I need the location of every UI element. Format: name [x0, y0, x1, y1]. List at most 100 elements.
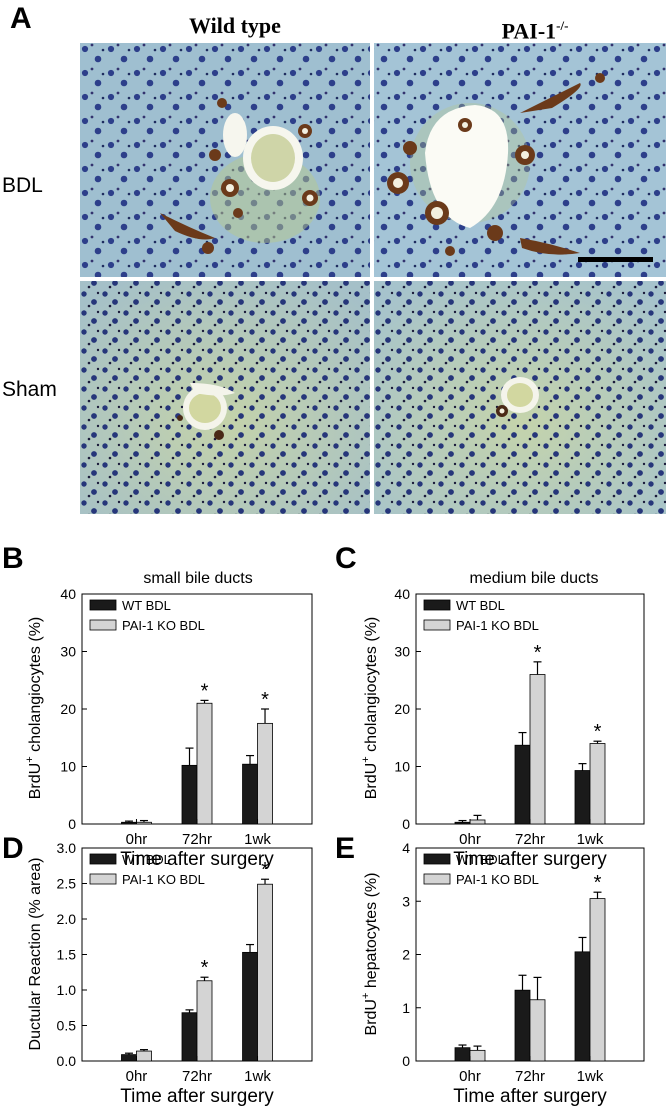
y-tick-label: 1.0	[57, 982, 77, 998]
x-tick-label: 72hr	[182, 1068, 212, 1085]
y-tick-label: 0	[68, 816, 76, 832]
panel-letter-c: C	[335, 542, 357, 575]
x-axis-label: Time after surgery	[453, 1086, 607, 1107]
y-tick-label: 1	[402, 1000, 410, 1016]
y-axis-label: BrdU+ cholangiocytes (%)	[24, 617, 44, 800]
panel-letter-b: B	[2, 542, 24, 575]
legend-swatch	[89, 619, 117, 631]
y-tick-label: 4	[402, 840, 410, 856]
column-header-wild-type: Wild type	[189, 13, 281, 38]
y-tick-label: 0	[402, 816, 410, 832]
y-tick-label: 40	[60, 586, 76, 602]
significance-marker: *	[534, 642, 542, 664]
micrograph-wt-sham	[80, 281, 370, 514]
y-tick-label: 1.5	[57, 947, 77, 963]
y-tick-label: 20	[60, 701, 76, 717]
legend-swatch	[423, 599, 451, 611]
bar	[574, 951, 591, 1062]
x-tick-label: 0hr	[126, 1068, 148, 1085]
legend-swatch	[89, 873, 117, 885]
bar	[574, 770, 591, 825]
significance-marker: *	[201, 680, 209, 702]
micrograph-ko-bdl	[374, 43, 666, 277]
chart-panel-e: E BrdU+ hepatocytes (%) 0 1 2 3 4 0hr 72hr * 1wk…	[335, 832, 645, 1107]
scale-bar	[578, 257, 653, 262]
legend-label: WT BDL	[122, 598, 171, 613]
significance-marker: *	[594, 872, 602, 894]
bar	[454, 821, 471, 825]
bar	[242, 763, 258, 825]
legend-label: WT BDL	[456, 598, 505, 613]
legend-label: PAI-1 KO BDL	[456, 618, 539, 633]
legend-swatch	[89, 853, 117, 865]
row-label-sham: Sham	[2, 378, 57, 401]
y-tick-label: 2.5	[57, 876, 77, 892]
x-axis-label: Time after surgery	[453, 849, 607, 870]
significance-marker: *	[201, 957, 209, 979]
x-tick-label: 1wk	[577, 1068, 604, 1085]
y-tick-label: 30	[394, 644, 410, 660]
y-tick-label: 40	[394, 586, 410, 602]
bar	[529, 999, 546, 1062]
bar	[514, 744, 531, 825]
legend-swatch	[423, 853, 451, 865]
x-tick-label: 72hr	[182, 831, 212, 848]
x-tick-label: 1wk	[244, 831, 271, 848]
chart-panel-c: C medium bile ducts BrdU+ cholangiocytes…	[335, 542, 645, 870]
x-tick-label: 72hr	[515, 1068, 545, 1085]
legend-swatch	[89, 599, 117, 611]
bar	[257, 722, 273, 825]
plot-area: 0 1 2 3 4 0hr 72hr * 1wk WT BDL PAI-1 KO BDL	[402, 840, 645, 1085]
row-label-bdl: BDL	[2, 174, 43, 197]
chart-panel-b: B small bile ducts BrdU+ cholangiocytes …	[2, 542, 313, 870]
significance-marker: *	[261, 689, 269, 711]
y-tick-label: 0.5	[57, 1018, 77, 1034]
x-tick-label: 0hr	[459, 831, 481, 848]
y-tick-label: 0	[402, 1053, 410, 1069]
plot-area: 0 10 20 30 40 0hr * 72hr * 1wk WT BDL PAI-1 KO BDL	[60, 586, 313, 848]
plot-area: 0 10 20 30 40 0hr * 72hr * 1wk WT BDL PAI-1 KO BDL	[394, 586, 645, 848]
micrograph-wt-bdl	[80, 43, 370, 277]
x-tick-label: 72hr	[515, 831, 545, 848]
bar	[196, 702, 213, 825]
plot-area: 0.0 0.5 1.0 1.5 2.0 2.5 3.0 0hr * 72hr * 1wk WT BDL P…	[57, 840, 313, 1085]
bar	[136, 821, 152, 825]
y-axis-label: BrdU+ hepatocytes (%)	[360, 873, 380, 1036]
y-axis-label: Ductular Reaction (% area)	[27, 858, 44, 1051]
y-tick-label: 10	[394, 759, 410, 775]
legend-label: WT BDL	[456, 852, 505, 867]
x-axis-label: Time after surgery	[120, 1086, 274, 1107]
bar	[181, 1012, 198, 1062]
bar	[242, 951, 258, 1062]
y-tick-label: 3.0	[57, 840, 77, 856]
micrograph-grid	[80, 43, 666, 514]
chart-title: small bile ducts	[143, 570, 252, 587]
panel-letter-e: E	[335, 832, 355, 865]
chart-title: medium bile ducts	[470, 570, 599, 587]
y-tick-label: 2	[402, 947, 410, 963]
bar-charts: B small bile ducts BrdU+ cholangiocytes …	[2, 542, 645, 1107]
bar	[121, 1054, 137, 1062]
legend-swatch	[423, 873, 451, 885]
legend-swatch	[423, 619, 451, 631]
y-tick-label: 3	[402, 893, 410, 909]
bar	[196, 980, 213, 1062]
panel-letter-d: D	[2, 832, 24, 865]
column-header-pai1-ko: PAI-1-/-	[501, 18, 569, 44]
bar	[454, 1047, 471, 1062]
x-tick-label: 1wk	[244, 1068, 271, 1085]
y-tick-label: 0.0	[57, 1053, 77, 1069]
x-axis-label: Time after surgery	[120, 849, 274, 870]
significance-marker: *	[594, 721, 602, 743]
bar	[136, 1050, 152, 1062]
y-tick-label: 2.0	[57, 911, 77, 927]
legend-label: PAI-1 KO BDL	[456, 872, 539, 887]
legend-label: PAI-1 KO BDL	[122, 872, 205, 887]
x-tick-label: 1wk	[577, 831, 604, 848]
legend-label: WT BDL	[122, 852, 171, 867]
bar	[589, 743, 606, 825]
bar	[121, 821, 137, 825]
y-tick-label: 20	[394, 701, 410, 717]
bar	[257, 883, 273, 1062]
y-tick-label: 10	[60, 759, 76, 775]
